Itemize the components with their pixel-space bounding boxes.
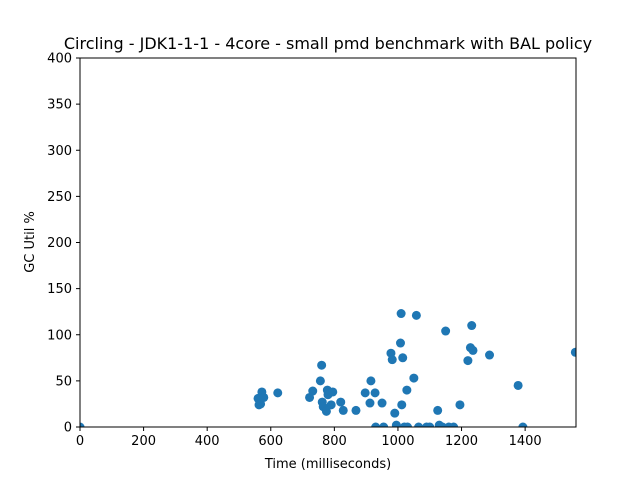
data-point [391,420,401,427]
data-point [395,338,405,348]
data-point [433,405,443,415]
data-point [449,422,459,427]
data-point [463,356,473,366]
y-tick-label: 50 [55,374,72,389]
y-tick-label: 200 [47,236,72,251]
data-point [370,388,380,398]
data-point [570,347,576,357]
plot-area: 0 200 400 600 800 1000 1200 1400 0 50 100 150 200 250… [47,52,577,449]
data-point [326,400,336,410]
data-point [365,398,375,408]
data-point [441,326,451,336]
data-point [80,422,85,427]
data-point [336,397,346,407]
data-point [351,405,361,415]
x-tick-label: 200 [131,434,156,449]
y-tick-label: 150 [47,282,72,297]
y-tick-label: 0 [64,421,72,436]
y-tick-label: 350 [47,98,72,113]
x-tick-label: 1000 [381,434,414,449]
data-point [409,373,419,383]
x-tick-label: 400 [195,434,220,449]
data-point [390,408,400,418]
data-point [317,360,327,370]
data-point [414,422,424,427]
data-point [360,388,370,398]
data-point [485,350,495,360]
data-point [259,392,269,402]
data-point [379,422,389,427]
y-tick-label: 300 [47,144,72,159]
x-axis-label: Time (milliseconds) [264,457,391,472]
x-tick-label: 1400 [509,434,542,449]
data-point [398,353,408,363]
data-point [397,400,407,410]
data-point [377,398,387,408]
data-point [467,321,477,331]
x-tick-label: 800 [322,434,347,449]
x-tick-label: 1200 [445,434,478,449]
data-point [425,422,435,427]
data-point [328,387,338,397]
x-tick-label: 600 [258,434,283,449]
data-point [387,355,397,365]
data-point [308,386,318,396]
data-point [513,380,523,390]
data-point [371,422,381,427]
data-point [315,376,325,386]
x-tick-label: 0 [76,434,84,449]
data-point [273,388,283,398]
y-axis-label: GC Util % [23,211,38,273]
data-point [402,422,412,427]
data-point [396,309,406,319]
data-point [468,345,478,355]
data-point [321,406,331,416]
data-point [411,310,421,320]
data-point [518,422,528,427]
data-point [402,385,412,395]
data-point [366,376,376,386]
y-tick-label: 250 [47,190,72,205]
chart-title: Circling - JDK1-1-1 - 4core - small pmd … [64,34,592,53]
data-points [80,309,576,427]
data-point [455,400,465,410]
data-point [338,405,348,415]
y-tick-label: 100 [47,328,72,343]
y-tick-label: 400 [47,52,72,67]
